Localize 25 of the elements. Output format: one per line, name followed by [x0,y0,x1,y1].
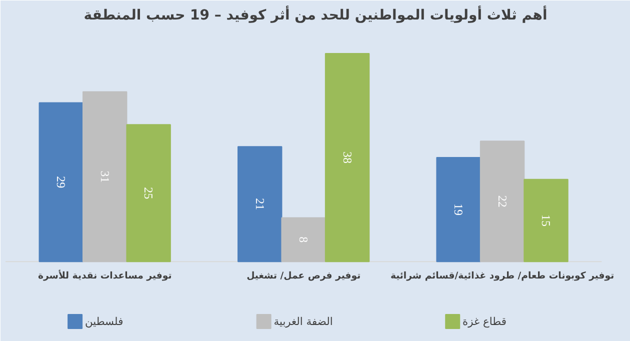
chart-title: أهم ثلاث أولويات المواطنين للحد من أثر كوفيد – 19 حسب المنطقة [84,6,548,24]
data-label: 19 [452,204,466,216]
data-label: 15 [539,214,554,227]
data-label: 25 [142,187,156,200]
legend-label: الضفة الغربية [274,315,333,328]
data-label: 8 [296,236,311,243]
bar [324,52,370,262]
data-label: 21 [252,198,267,210]
bar [524,178,568,262]
bar [281,217,326,262]
data-label: 29 [54,176,68,188]
x-tick-label: توفير فرص عمل/ تشغيل [246,270,361,282]
data-label: 31 [98,170,112,183]
bar [238,146,282,262]
x-tick-label: توفير مساعدات نقدية للأسرة [38,270,172,282]
legend-label: قطاع غزة [462,315,506,328]
bar [480,140,525,262]
x-tick-label: توفير كوبونات طعام/ طرود غذائية/قسائم شرائية [390,270,614,282]
bar [126,124,171,262]
bar [38,102,84,262]
legend-label: فلسطين [84,315,124,328]
data-label: 22 [495,195,510,208]
bar [82,91,128,262]
data-label: 38 [340,152,354,164]
bar [436,157,481,262]
